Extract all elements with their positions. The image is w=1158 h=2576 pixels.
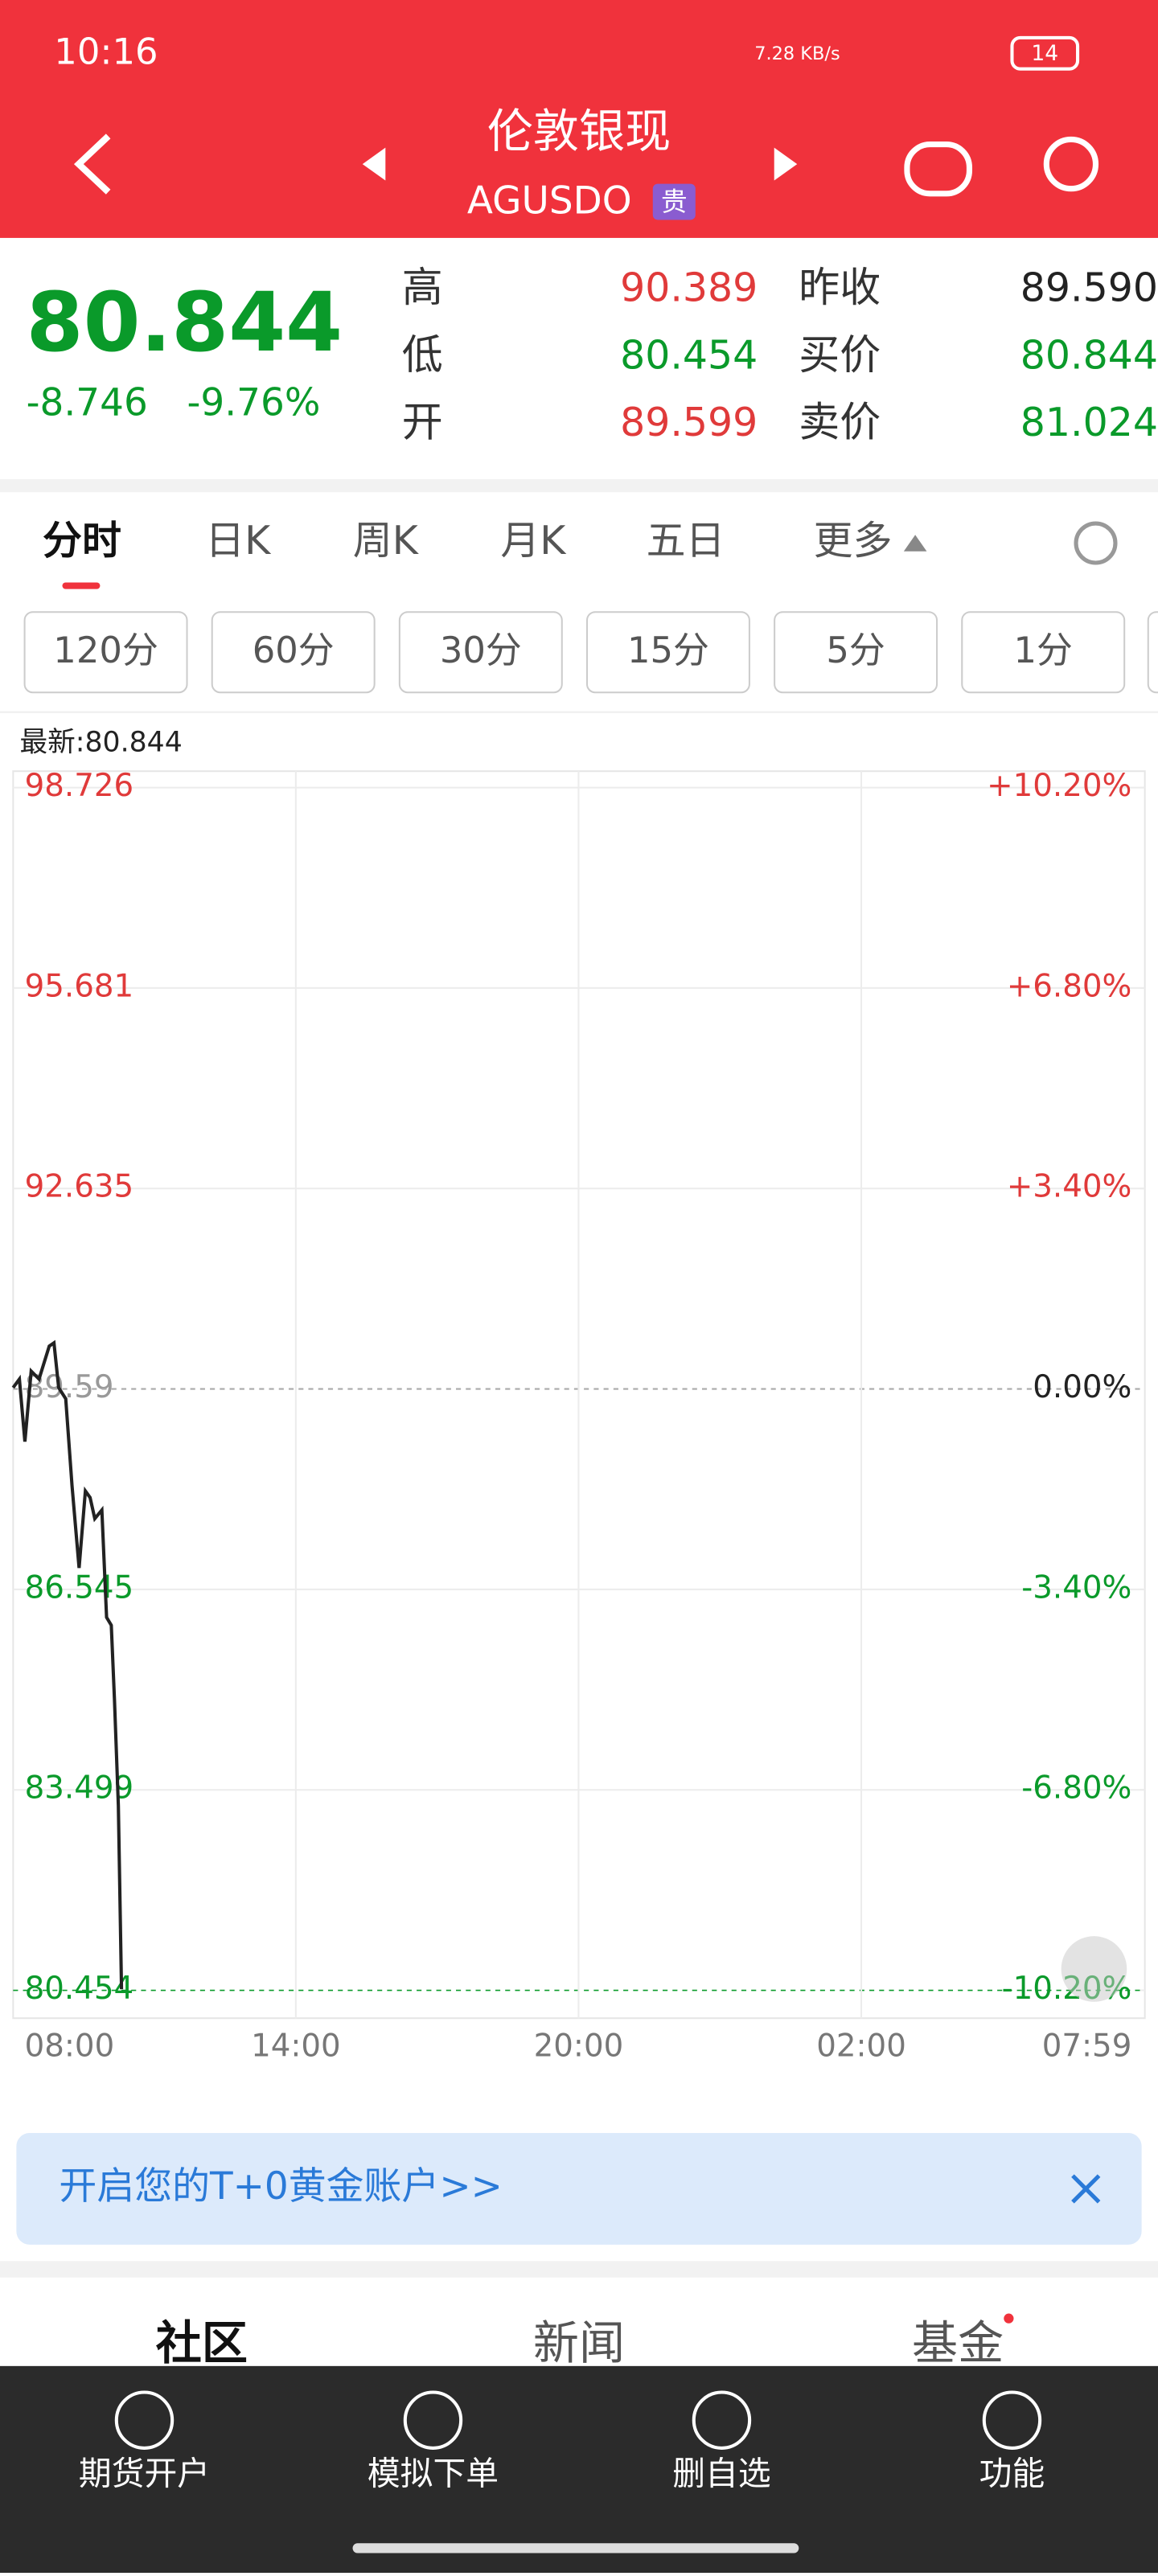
- change-pct: -9.76%: [187, 381, 321, 425]
- latest: 最新:80.844: [19, 726, 182, 758]
- more-arrow: [903, 535, 927, 552]
- x-tick-label: 14:00: [251, 2028, 341, 2064]
- period-button[interactable]: [585, 611, 750, 694]
- x-tick-label: 20:00: [534, 2028, 624, 2064]
- period-label: 5分: [826, 629, 885, 671]
- tab[interactable]: 周K: [353, 518, 420, 564]
- banner-close[interactable]: [1071, 2174, 1101, 2204]
- y-tick-label: 83.499: [25, 1770, 134, 1807]
- nav-icon[interactable]: [982, 2390, 1042, 2450]
- stat-value: 80.844: [1020, 332, 1158, 378]
- search-button[interactable]: [1043, 136, 1099, 192]
- net-speed: 7.28 KB/s: [754, 43, 840, 64]
- y-tick-label: 95.681: [25, 968, 134, 1004]
- badge-bg: [652, 183, 696, 220]
- nav-icon[interactable]: [692, 2390, 752, 2450]
- stat-label: 高: [402, 265, 443, 312]
- code: AGUSDO: [467, 179, 632, 224]
- divider: [0, 2261, 1158, 2278]
- period-button[interactable]: [961, 611, 1126, 694]
- period-label: 60分: [253, 629, 335, 671]
- content-tab[interactable]: 新闻: [533, 2317, 625, 2370]
- tab-indicator: [62, 582, 101, 589]
- prev-button[interactable]: [362, 147, 386, 181]
- period-label: 15分: [627, 629, 709, 671]
- period-button[interactable]: [23, 611, 188, 694]
- settings-button[interactable]: [1074, 521, 1118, 565]
- tab[interactable]: 更多: [814, 518, 893, 564]
- header-bg: [0, 0, 1158, 238]
- battery-level: 14: [1031, 41, 1058, 66]
- stat-value: 80.454: [620, 332, 758, 378]
- nav-label[interactable]: 期货开户: [79, 2455, 210, 2493]
- stat-value: 81.024: [1020, 400, 1158, 445]
- y-tick-label: 98.726: [25, 768, 134, 804]
- content-tab[interactable]: 社区: [156, 2317, 248, 2370]
- dot: [1004, 2313, 1014, 2324]
- y-tick-label: 86.545: [25, 1569, 134, 1606]
- tab[interactable]: 五日: [647, 518, 725, 564]
- nav-label[interactable]: 功能: [979, 2455, 1045, 2493]
- title: 伦敦银现: [487, 105, 671, 158]
- y2-tick-label: -3.40%: [1021, 1569, 1131, 1606]
- banner-text: 开启您的T+0黄金账户>>: [59, 2164, 502, 2209]
- y-tick-label: 80.454: [25, 1971, 134, 2007]
- stat-value: 89.599: [620, 400, 758, 445]
- tab[interactable]: 月K: [500, 518, 567, 564]
- y2-tick-label: 0.00%: [1033, 1369, 1131, 1405]
- x-tick-label: 08:00: [25, 2028, 115, 2064]
- nav-icon[interactable]: [114, 2390, 175, 2450]
- stat-label: 买价: [799, 332, 881, 379]
- tab[interactable]: 日K: [205, 518, 272, 564]
- home-indicator: [352, 2543, 799, 2553]
- badge: 贵: [661, 187, 688, 217]
- y-tick-label: 89.59: [25, 1369, 114, 1405]
- period-label: 30分: [440, 629, 522, 671]
- period-button[interactable]: [1147, 611, 1158, 694]
- y2-tick-label: +3.40%: [1007, 1169, 1132, 1205]
- tab[interactable]: 分时: [43, 518, 121, 564]
- price-line: [11, 1339, 124, 1990]
- period-button[interactable]: [398, 611, 563, 694]
- period-label: 120分: [53, 629, 158, 671]
- fullscreen-button[interactable]: [1061, 1936, 1127, 2002]
- y2-tick-label: -6.80%: [1021, 1770, 1131, 1807]
- change: -8.746: [27, 381, 148, 425]
- battery: [1010, 35, 1080, 71]
- x-tick-label: 02:00: [816, 2028, 906, 2064]
- nav-icon[interactable]: [403, 2390, 463, 2450]
- y-tick-label: 92.635: [25, 1169, 134, 1205]
- robot-button[interactable]: [904, 142, 973, 197]
- back-button[interactable]: [73, 133, 111, 195]
- clock: 10:16: [54, 30, 158, 72]
- period-label: 1分: [1014, 629, 1073, 671]
- period-button[interactable]: [211, 611, 376, 694]
- stat-value: 90.389: [620, 265, 758, 311]
- stat-label: 低: [402, 332, 443, 379]
- nav-label[interactable]: 模拟下单: [368, 2455, 499, 2493]
- x-tick-label: 07:59: [1042, 2028, 1132, 2064]
- price: 80.844: [27, 275, 343, 371]
- nav-label[interactable]: 删自选: [672, 2455, 770, 2493]
- stat-value: 89.590: [1020, 265, 1158, 311]
- y2-tick-label: +6.80%: [1007, 968, 1132, 1004]
- stat-label: 昨收: [799, 265, 881, 312]
- y2-tick-label: +10.20%: [987, 768, 1131, 804]
- bottom-nav: [0, 2365, 1158, 2573]
- next-button[interactable]: [774, 147, 798, 181]
- stat-label: 卖价: [799, 400, 881, 447]
- divider: [0, 478, 1158, 493]
- content-tab[interactable]: 基金: [912, 2317, 1004, 2370]
- stat-label: 开: [402, 400, 443, 447]
- period-button[interactable]: [774, 611, 938, 694]
- banner[interactable]: [16, 2133, 1142, 2245]
